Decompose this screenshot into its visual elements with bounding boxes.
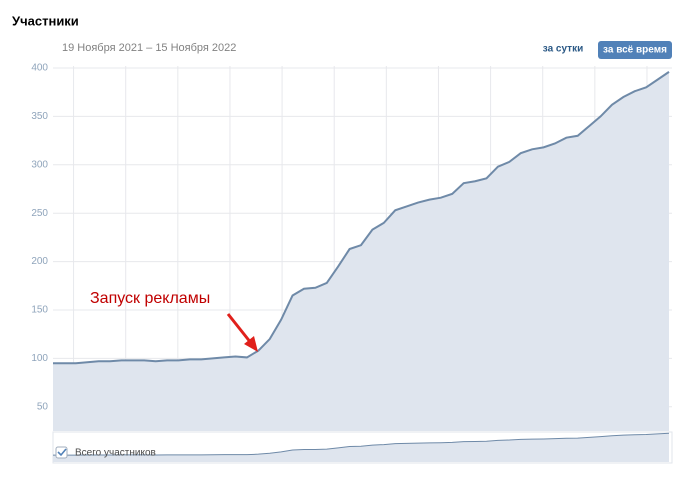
y-tick-label: 200 xyxy=(31,256,48,267)
all-time-button[interactable] xyxy=(598,41,672,59)
area xyxy=(53,71,669,431)
y-tick-label: 350 xyxy=(31,111,48,122)
y-tick-label: 400 xyxy=(31,63,48,74)
line xyxy=(53,71,670,365)
legend-label: Всего участников xyxy=(75,448,156,459)
y-tick-label: 100 xyxy=(31,353,48,364)
y-tick-label: 150 xyxy=(31,305,48,316)
navigator-line xyxy=(53,432,670,456)
checkmark xyxy=(57,448,67,457)
annotation: Запуск рекламы xyxy=(90,290,210,307)
all-time-label[interactable]: за всё время xyxy=(603,45,667,56)
arrow-shaft xyxy=(226,313,253,344)
chart-title: Участники xyxy=(12,13,79,28)
checkbox[interactable] xyxy=(55,446,68,459)
y-tick-label: 300 xyxy=(31,159,48,170)
arrow-head xyxy=(244,336,258,352)
y-tick-label: 50 xyxy=(37,401,49,412)
day-button[interactable]: за сутки xyxy=(543,44,583,55)
date-range: 19 Ноября 2021 – 15 Ноября 2022 xyxy=(62,42,236,54)
y-tick-label: 250 xyxy=(31,208,48,219)
